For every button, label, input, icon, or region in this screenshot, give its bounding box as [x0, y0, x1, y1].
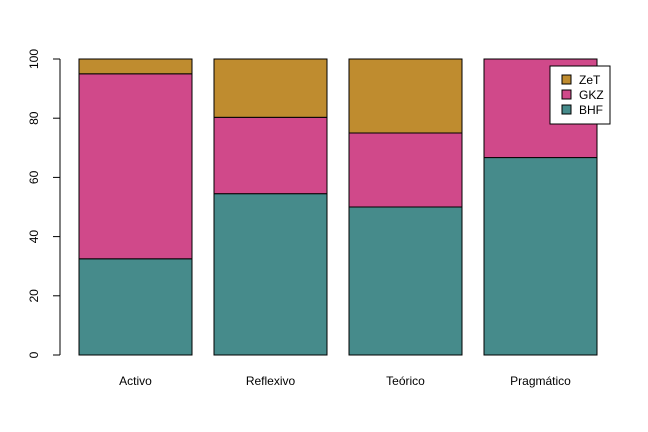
bar-segment-gkz: [78, 73, 193, 260]
legend-label-bhf: BHF: [579, 103, 603, 117]
bar-segment-bhf: [348, 206, 463, 356]
bar-segment-zet: [213, 58, 328, 118]
y-tick-label: 100: [27, 49, 41, 69]
bar-segment-zet: [78, 58, 193, 75]
x-axis-labels: Activo Reflexivo Teórico Pragmático: [119, 374, 571, 388]
x-category-label: Activo: [119, 374, 152, 388]
x-category-label: Teórico: [386, 374, 425, 388]
bar-segment-zet: [348, 58, 463, 134]
x-category-label: Reflexivo: [246, 374, 296, 388]
y-tick-label: 0: [27, 351, 41, 358]
legend-swatch-bhf: [561, 104, 572, 115]
bar-segment-bhf: [213, 193, 328, 356]
y-tick-label: 40: [27, 230, 41, 244]
legend-box: [549, 65, 611, 125]
y-axis: 0 20 40 60 80 100: [27, 49, 61, 358]
bar-segment-bhf: [78, 258, 193, 356]
x-category-label: Pragmático: [510, 374, 571, 388]
bar-segment-bhf: [483, 157, 598, 356]
bar-segment-gkz: [213, 116, 328, 195]
legend-label-zet: ZeT: [579, 73, 601, 87]
y-tick-label: 60: [27, 170, 41, 184]
bars: [78, 58, 598, 356]
y-tick-label: 80: [27, 111, 41, 125]
bar-segment-gkz: [348, 132, 463, 208]
y-tick-label: 20: [27, 289, 41, 303]
legend-label-gkz: GKZ: [579, 88, 604, 102]
legend-swatch-gkz: [561, 89, 572, 100]
legend-swatch-zet: [561, 74, 572, 85]
